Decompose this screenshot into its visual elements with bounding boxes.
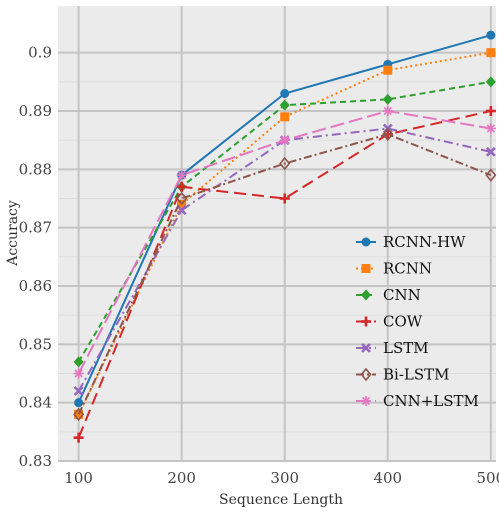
y-tick-label: 0.85 [19,335,52,353]
x-tick-label: 100 [64,469,93,487]
data-point [383,65,393,75]
series-layer [73,30,497,443]
legend-label: Bi-LSTM [383,366,450,384]
legend-label: LSTM [383,339,429,357]
data-point [279,99,290,111]
legend-item: CNN+LSTM [356,392,479,410]
y-tick-label: 0.86 [19,277,52,295]
y-tick-label: 0.83 [19,452,52,470]
legend-item: RCNN-HW [356,233,466,251]
series-bi-lstm [73,127,497,422]
legend-label: RCNN-HW [383,233,466,251]
series-cnn [73,76,496,368]
y-tick-label: 0.9 [28,44,52,62]
x-tick-label: 500 [477,469,499,487]
legend-marker [361,396,371,406]
data-point [176,191,188,206]
legend-marker [361,237,371,247]
data-point [382,106,393,116]
data-point [280,89,290,98]
grid-lines [58,6,496,462]
legend-marker [361,316,371,327]
legend-item: LSTM [356,339,429,357]
x-tick-label: 300 [270,469,299,487]
legend-marker [361,264,371,273]
data-point [74,398,84,408]
legend-label: CNN [383,286,421,304]
data-point [73,407,85,422]
data-point [176,205,187,216]
x-tick-label: 200 [167,469,196,487]
data-point [485,76,496,88]
series-line [77,127,492,392]
data-point [382,93,393,105]
x-tick-label: 400 [373,469,402,487]
series-line [77,133,492,415]
y-axis-title: Accuracy [5,200,21,267]
legend-item: RCNN [356,260,432,278]
x-axis-title: Sequence Length [219,492,343,508]
legend-label: RCNN [383,260,432,278]
data-point [73,356,84,368]
data-point [73,386,84,396]
data-point [486,48,496,58]
legend-item: COW [356,313,423,331]
data-point [485,106,496,116]
y-tick-label: 0.88 [19,160,52,178]
series-line [77,51,492,415]
data-point [73,432,84,443]
legend-label: CNN+LSTM [383,392,479,410]
legend-marker [361,343,371,353]
series-cnn-lstm [73,106,496,379]
y-tick-label: 0.87 [19,219,52,237]
data-point [73,368,84,379]
legend: RCNN-HW RCNN CNN COW LSTM Bi-LSTM CNN+LSTM [356,233,479,410]
data-point [486,30,496,40]
legend-label: COW [383,313,423,331]
data-point [485,146,496,157]
data-point [280,112,290,122]
data-point [279,135,290,146]
y-tick-label: 0.89 [19,102,52,120]
data-point [279,156,291,171]
data-point [176,181,187,192]
y-tick-labels: 0.83 0.84 0.85 0.86 0.87 0.88 0.89 0.9 [19,44,52,470]
data-point [485,168,497,182]
data-point [176,170,187,181]
data-point [485,123,496,134]
data-point [279,193,290,204]
legend-marker [361,289,371,301]
y-tick-label: 0.84 [19,394,52,412]
x-tick-labels: 100 200 300 400 500 [64,469,499,487]
legend-item: CNN [356,286,421,304]
legend-item: Bi-LSTM [356,366,450,384]
legend-marker [360,367,372,382]
data-point [382,127,394,142]
